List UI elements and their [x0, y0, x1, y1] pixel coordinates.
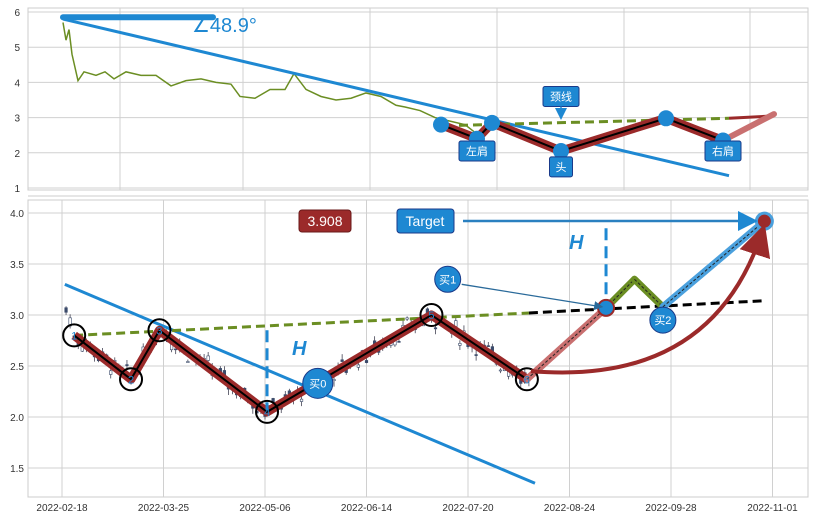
y-tick-label: 6: [14, 8, 20, 19]
pattern-label: 左肩: [466, 144, 488, 158]
target-dot: [754, 211, 774, 231]
label-box: [549, 156, 573, 178]
plot-area: [27, 199, 809, 498]
pattern-label: 右肩: [712, 144, 734, 158]
pivot-label: 4: [264, 407, 270, 419]
y-tick-label: 4: [14, 78, 20, 89]
x-tick-label: 2022-07-20: [442, 503, 494, 514]
plot-area: [27, 7, 809, 191]
candle-body: [498, 369, 503, 372]
candle-body: [64, 307, 68, 313]
y-tick-label: 2.0: [10, 413, 24, 424]
candle-body: [186, 361, 190, 363]
candle-body: [356, 364, 360, 368]
buy-point-marker: [649, 306, 677, 334]
label-box: [704, 140, 742, 162]
candle-body: [206, 355, 210, 361]
y-tick-label: 3.5: [10, 260, 24, 271]
y-tick-label: 2.5: [10, 362, 24, 373]
buy-point-label: 买2: [654, 314, 671, 327]
pivot-dot: [484, 114, 500, 131]
pivot-label: 5: [428, 310, 434, 322]
candle-body: [458, 343, 462, 346]
pivot-circle: [255, 399, 280, 424]
buy1-arrow: [461, 283, 604, 311]
candle-body: [174, 348, 178, 351]
pivot-dot: [553, 143, 569, 160]
target-label-box: [396, 208, 455, 234]
angle-label: ∠48.9°: [192, 15, 257, 37]
height-label: H: [292, 338, 307, 360]
projection-line: [720, 111, 777, 144]
top-panel: 1 2 3 4 5 6 ∠48.9° 左肩头 右肩 颈线: [14, 7, 809, 197]
pattern-label: 头: [556, 161, 567, 174]
x-tick-label: 2022-03-25: [138, 503, 190, 514]
x-tick-label: 2022-06-14: [341, 503, 393, 514]
pivot-circle: [419, 303, 444, 327]
x-tick-label: 2022-02-18: [36, 503, 88, 514]
y-tick-label: 1.5: [10, 464, 24, 475]
pivot-label: 3: [156, 325, 162, 337]
candle-body: [299, 398, 304, 402]
pivot-label: 1: [71, 330, 77, 342]
breakout-dot: [597, 298, 616, 317]
height-label: H: [569, 232, 584, 254]
pivot-label: 2: [128, 374, 134, 386]
candle-body: [433, 327, 438, 330]
y-tick-label: 2: [14, 149, 20, 160]
x-tick-label: 2022-11-01: [747, 503, 798, 514]
pivot-label: 6: [524, 374, 530, 386]
candle-body: [405, 317, 409, 320]
y-tick-label: 1: [14, 184, 20, 195]
bottom-panel: 2022-02-18 2022-03-25 2022-05-06 2022-06-14…: [10, 199, 809, 514]
pivot-circle: [62, 323, 87, 348]
candle-body: [125, 364, 129, 366]
candle-body: [486, 345, 490, 347]
pivot-dot: [433, 116, 449, 133]
y-tick-label: 4.0: [10, 209, 24, 220]
neckline: [74, 311, 529, 337]
buy-point-label: 买0: [309, 377, 326, 390]
downtrend-line: [64, 283, 536, 485]
target-value-box: [298, 209, 352, 233]
label-box: [458, 140, 496, 162]
pivot-circle: [119, 367, 144, 392]
candle-body: [332, 379, 336, 382]
x-tick-label: 2022-05-06: [239, 503, 291, 514]
curved-arrow: [530, 223, 771, 375]
projection-guide: [526, 307, 607, 380]
candle-body: [474, 354, 478, 356]
projection-guide: [634, 278, 664, 308]
price-line: [62, 22, 475, 133]
candle-body: [340, 359, 344, 362]
candle-body: [109, 370, 113, 375]
y-tick-label: 5: [14, 43, 20, 54]
buy-point-label: 买1: [439, 273, 456, 286]
candle-body: [397, 341, 401, 343]
y-tick-label: 3.0: [10, 311, 24, 322]
pattern-label: 颈线: [550, 89, 572, 103]
y-tick-label: 3: [14, 114, 20, 125]
buy-point-marker: [434, 265, 462, 293]
pivot-circle: [514, 367, 539, 392]
target-label: Target: [406, 213, 445, 229]
x-tick-label: 2022-08-24: [544, 503, 596, 514]
candle-body: [364, 360, 369, 363]
buy-point-marker: [302, 367, 334, 399]
x-tick-label: 2022-09-28: [645, 503, 697, 514]
target-value: 3.908: [307, 213, 342, 229]
pivot-circle: [147, 318, 172, 343]
pivot-dot: [658, 110, 674, 127]
downtrend-line: [62, 17, 730, 178]
